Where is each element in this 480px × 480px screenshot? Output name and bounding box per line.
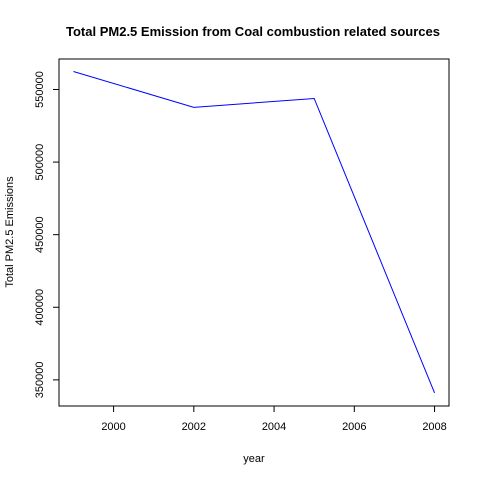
plot-frame bbox=[58, 58, 450, 407]
x-tick-label: 2006 bbox=[342, 421, 366, 433]
x-tick-label: 2002 bbox=[182, 421, 206, 433]
x-tick-label: 2008 bbox=[422, 421, 446, 433]
y-tick-label: 350000 bbox=[34, 362, 46, 399]
y-tick-label: 550000 bbox=[34, 71, 46, 108]
x-axis-label: year bbox=[243, 453, 265, 465]
y-tick-label: 450000 bbox=[34, 216, 46, 253]
series-layer bbox=[73, 71, 436, 394]
y-tick-label: 400000 bbox=[34, 289, 46, 326]
y-axis: 350000 400000 450000 500000 550000 bbox=[34, 71, 59, 398]
y-tick-label: 500000 bbox=[34, 144, 46, 181]
y-axis-label: Total PM2.5 Emissions bbox=[4, 176, 16, 288]
series-line bbox=[73, 71, 436, 394]
x-tick-label: 2000 bbox=[101, 421, 125, 433]
x-tick-label: 2004 bbox=[262, 421, 286, 433]
x-axis: 2000 2002 2004 2006 2008 bbox=[101, 406, 447, 433]
chart-title: Total PM2.5 Emission from Coal combustio… bbox=[66, 24, 440, 39]
